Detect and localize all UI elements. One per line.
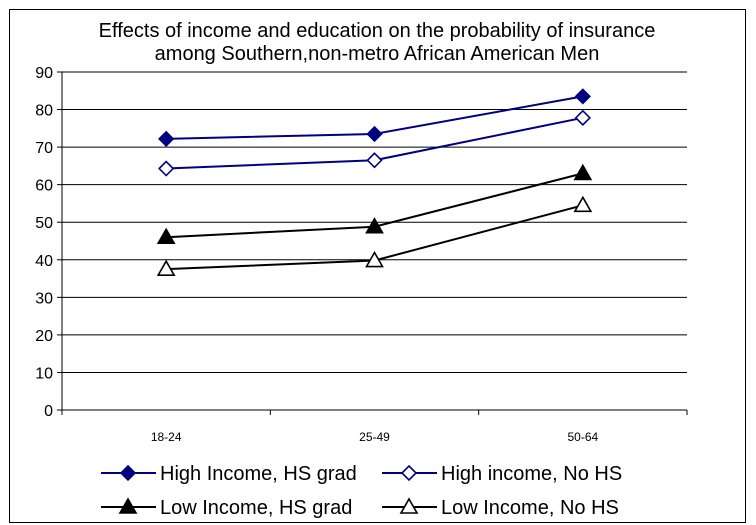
legend-marker — [400, 464, 418, 482]
legend-label: High income, No HS — [441, 463, 622, 485]
data-point — [365, 250, 384, 268]
y-tick-label: 60 — [35, 178, 53, 195]
data-point — [365, 217, 384, 234]
series-group — [156, 195, 593, 276]
y-tick-label: 0 — [44, 403, 53, 420]
data-point — [366, 152, 383, 169]
legend-label: Low Income, HS grad — [160, 497, 352, 519]
y-tick-label: 50 — [35, 215, 53, 232]
x-tick-label: 50-64 — [567, 430, 598, 444]
x-tick-label: 25-49 — [359, 430, 390, 444]
chart-frame: Effects of income and education on the p… — [9, 9, 746, 523]
y-tick-label: 70 — [35, 140, 53, 157]
legend: High Income, HS grad High income, No HS Lo… — [101, 463, 622, 519]
data-point — [573, 195, 593, 213]
data-point — [574, 88, 591, 105]
legend-label: High Income, HS grad — [160, 463, 357, 485]
data-point — [158, 130, 175, 147]
series-group — [156, 163, 593, 245]
series-group — [158, 109, 591, 177]
legend-marker — [399, 497, 419, 514]
line-chart: Effects of income and education on the p… — [35, 20, 688, 519]
legend-marker — [119, 464, 137, 482]
data-point — [156, 259, 176, 276]
legend-item: High Income, HS grad — [101, 463, 357, 485]
chart-title-line-2: among Southern,non-metro African America… — [155, 43, 600, 65]
legend-label: Low Income, No HS — [441, 497, 619, 519]
legend-item: Low Income, HS grad — [101, 497, 352, 519]
data-point — [366, 125, 383, 143]
y-tick-label: 20 — [35, 328, 53, 345]
axes: 0 10 20 30 40 50 60 70 80 90 18-24 25-49 50-64 — [35, 65, 688, 444]
y-tick-label: 80 — [35, 103, 53, 120]
legend-marker — [118, 497, 138, 514]
data-point — [156, 227, 176, 245]
data-point — [574, 109, 591, 126]
y-tick-label: 30 — [35, 290, 53, 307]
data-point — [158, 160, 175, 177]
chart-title-line-1: Effects of income and education on the p… — [99, 20, 656, 42]
series-group — [158, 88, 591, 147]
legend-item: High income, No HS — [382, 463, 622, 485]
y-tick-label: 90 — [35, 65, 53, 82]
legend-item: Low Income, No HS — [382, 497, 619, 519]
series-lines — [156, 88, 593, 276]
data-point — [573, 163, 593, 181]
y-tick-label: 40 — [35, 253, 53, 270]
y-tick-label: 10 — [35, 365, 53, 382]
x-tick-label: 18-24 — [151, 430, 182, 444]
